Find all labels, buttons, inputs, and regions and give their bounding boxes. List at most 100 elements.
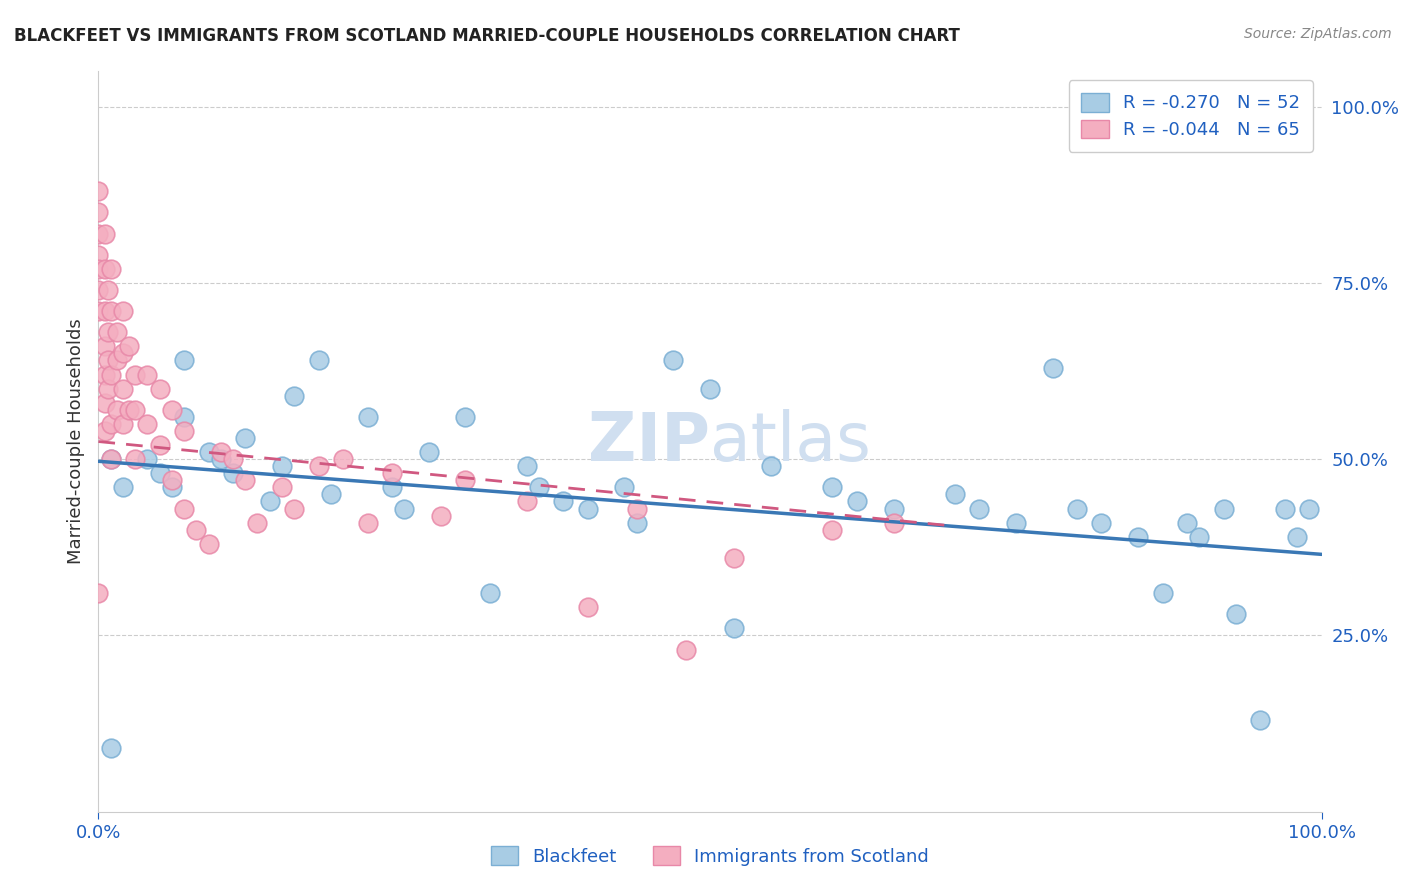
Point (233, 473, 256, 487)
Point (149, 438, 172, 452)
Point (515, 459, 537, 474)
Point (87, 261, 110, 276)
Point (149, 382, 172, 396)
Point (1298, 501, 1320, 516)
Point (87, 184, 110, 198)
Point (967, 501, 990, 516)
Point (1042, 360, 1064, 375)
Point (527, 480, 550, 494)
Point (87, 227, 110, 241)
Point (553, 494, 575, 508)
Point (186, 523, 208, 537)
Point (821, 480, 844, 494)
Point (87, 283, 110, 297)
Point (105, 402, 128, 417)
Point (761, 459, 783, 474)
Point (105, 353, 128, 368)
Point (197, 445, 219, 459)
Point (283, 501, 305, 516)
Point (93, 424, 115, 438)
Point (233, 431, 256, 445)
Point (124, 368, 146, 382)
Point (118, 339, 141, 353)
Point (87, 586, 110, 600)
Point (626, 516, 648, 530)
Point (1212, 501, 1234, 516)
Point (124, 402, 146, 417)
Point (270, 459, 294, 474)
Point (356, 409, 378, 424)
Point (454, 409, 477, 424)
Point (87, 304, 110, 318)
Point (136, 452, 159, 467)
Point (124, 452, 146, 467)
Text: BLACKFEET VS IMMIGRANTS FROM SCOTLAND MARRIED-COUPLE HOUSEHOLDS CORRELATION CHAR: BLACKFEET VS IMMIGRANTS FROM SCOTLAND MA… (14, 27, 960, 45)
Point (173, 501, 195, 516)
Point (100, 261, 122, 276)
Point (626, 501, 648, 516)
Point (1274, 501, 1296, 516)
Point (173, 353, 195, 368)
Point (111, 304, 134, 318)
Point (111, 480, 134, 494)
Point (136, 417, 159, 431)
Point (723, 550, 745, 565)
Point (149, 467, 172, 481)
Point (270, 480, 294, 494)
Point (118, 402, 141, 417)
Point (1225, 607, 1247, 622)
Point (246, 516, 269, 530)
Point (87, 248, 110, 262)
Point (209, 452, 232, 467)
Point (845, 494, 868, 508)
Point (111, 417, 134, 431)
Point (173, 424, 195, 438)
Point (381, 480, 404, 494)
Legend: Blackfeet, Immigrants from Scotland: Blackfeet, Immigrants from Scotland (484, 839, 936, 873)
Point (197, 537, 219, 551)
Point (93, 368, 115, 382)
Point (381, 467, 404, 481)
Point (308, 459, 330, 474)
Point (173, 409, 195, 424)
Point (308, 353, 330, 368)
Point (87, 205, 110, 219)
Point (93, 227, 115, 241)
Point (699, 382, 721, 396)
Point (576, 600, 599, 615)
Point (1249, 713, 1271, 727)
Point (160, 402, 183, 417)
Point (259, 494, 281, 508)
Point (136, 368, 159, 382)
Point (723, 621, 745, 635)
Point (821, 523, 844, 537)
Point (93, 396, 115, 410)
Point (1152, 586, 1174, 600)
Point (418, 445, 440, 459)
Y-axis label: Married-couple Households: Married-couple Households (66, 318, 84, 565)
Point (478, 586, 501, 600)
Point (1066, 501, 1088, 516)
Point (100, 304, 122, 318)
Point (100, 741, 122, 756)
Point (356, 516, 378, 530)
Point (93, 261, 115, 276)
Point (392, 501, 416, 516)
Point (515, 494, 537, 508)
Point (662, 353, 685, 368)
Point (319, 487, 342, 501)
Point (97, 283, 120, 297)
Point (613, 480, 636, 494)
Point (943, 487, 966, 501)
Point (1128, 530, 1150, 544)
Point (111, 346, 134, 360)
Point (97, 353, 120, 368)
Point (883, 501, 905, 516)
Point (1004, 516, 1026, 530)
Text: atlas: atlas (710, 409, 870, 475)
Point (1188, 530, 1211, 544)
Point (1090, 516, 1112, 530)
Point (1286, 530, 1309, 544)
Point (454, 473, 477, 487)
Point (1175, 516, 1198, 530)
